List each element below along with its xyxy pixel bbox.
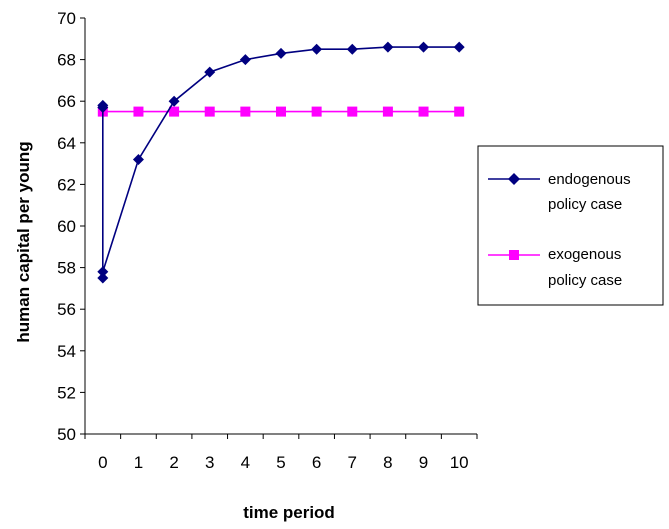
y-tick-label: 50 <box>57 425 76 444</box>
series-layer <box>97 41 465 284</box>
data-point-exogenous <box>311 106 322 117</box>
x-tick-label: 9 <box>419 453 428 472</box>
data-point-endogenous <box>239 54 251 66</box>
x-tick-label: 5 <box>276 453 285 472</box>
series-line-endogenous <box>102 46 460 278</box>
y-tick-label: 66 <box>57 92 76 111</box>
legend-marker-exogenous <box>509 250 519 260</box>
axes <box>84 18 477 435</box>
legend-box <box>477 145 664 306</box>
x-tick-label: 4 <box>241 453 250 472</box>
data-point-endogenous <box>168 95 180 107</box>
y-tick-label: 58 <box>57 259 76 278</box>
legend: endogenous policy case exogenous policy … <box>477 145 664 306</box>
legend-marker-endogenous <box>508 173 520 185</box>
data-point-endogenous <box>97 272 109 284</box>
x-axis-title: time period <box>243 503 335 522</box>
legend-label-exogenous-line2: policy case <box>548 272 622 289</box>
data-point-exogenous <box>240 106 251 117</box>
y-tick-label: 64 <box>57 134 76 153</box>
data-point-endogenous <box>204 66 216 78</box>
data-point-endogenous <box>275 47 287 59</box>
x-tick-label: 0 <box>98 453 107 472</box>
y-tick-label: 70 <box>57 9 76 28</box>
y-tick-label: 54 <box>57 342 76 361</box>
data-point-endogenous <box>346 43 358 55</box>
data-point-exogenous <box>169 106 180 117</box>
y-tick-label: 56 <box>57 300 76 319</box>
x-axis-ticks: 0 1 2 3 4 5 6 7 8 9 10 <box>84 434 478 472</box>
data-point-endogenous <box>97 99 109 111</box>
data-point-exogenous <box>454 106 465 117</box>
data-point-endogenous <box>311 43 323 55</box>
data-point-exogenous <box>382 106 393 117</box>
legend-label-endogenous-line1: endogenous <box>548 171 631 188</box>
legend-label-exogenous-line1: exogenous <box>548 246 621 263</box>
y-tick-label: 52 <box>57 383 76 402</box>
y-axis-title: human capital per young <box>14 141 33 342</box>
x-tick-label: 10 <box>450 453 469 472</box>
data-point-exogenous <box>276 106 286 117</box>
x-tick-label: 3 <box>205 453 214 472</box>
data-point-endogenous <box>418 41 430 53</box>
data-point-endogenous <box>97 266 109 278</box>
y-tick-label: 62 <box>57 175 76 194</box>
y-tick-label: 68 <box>57 51 76 70</box>
x-tick-label: 6 <box>312 453 321 472</box>
x-tick-label: 1 <box>134 453 143 472</box>
y-axis-ticks: 50 52 54 56 58 60 62 64 66 68 70 <box>57 9 85 444</box>
data-point-endogenous <box>453 41 465 53</box>
x-tick-label: 7 <box>348 453 357 472</box>
data-point-exogenous <box>347 106 358 117</box>
data-point-exogenous <box>204 106 215 117</box>
data-point-exogenous <box>133 106 144 117</box>
data-point-exogenous <box>418 106 429 117</box>
data-point-endogenous <box>382 41 394 53</box>
data-point-endogenous <box>132 153 144 165</box>
x-tick-label: 2 <box>169 453 178 472</box>
legend-label-endogenous-line2: policy case <box>548 196 622 213</box>
y-tick-label: 60 <box>57 217 76 236</box>
x-tick-label: 8 <box>383 453 392 472</box>
